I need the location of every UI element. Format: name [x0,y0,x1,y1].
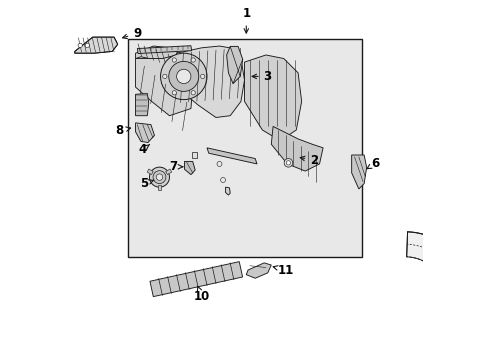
Circle shape [217,161,222,166]
Polygon shape [225,187,230,195]
Text: 10: 10 [193,286,209,303]
Text: 5: 5 [140,177,154,190]
Circle shape [284,158,292,167]
Polygon shape [135,94,148,116]
Circle shape [176,69,190,84]
Circle shape [163,74,166,78]
Bar [157,185,161,190]
Circle shape [160,53,206,100]
Polygon shape [135,123,154,143]
Circle shape [220,177,225,183]
Polygon shape [150,262,242,297]
Bar [191,152,197,158]
Polygon shape [135,55,194,116]
Polygon shape [137,46,191,54]
Circle shape [149,167,169,187]
Text: 1: 1 [242,8,250,33]
Bar [165,169,171,175]
Text: 8: 8 [115,124,130,137]
Circle shape [285,161,290,165]
Circle shape [191,91,195,95]
Text: 9: 9 [122,27,141,40]
Polygon shape [176,46,244,117]
Circle shape [172,58,176,62]
Text: 4: 4 [138,143,149,156]
Text: 6: 6 [366,157,378,170]
Bar [128,39,362,257]
Polygon shape [351,155,366,189]
Polygon shape [226,46,242,84]
Circle shape [85,43,89,48]
Polygon shape [184,161,195,175]
Circle shape [191,58,195,62]
Circle shape [437,296,442,301]
Text: 7: 7 [169,160,183,173]
Polygon shape [75,37,118,53]
Polygon shape [246,263,271,278]
Circle shape [172,91,176,95]
Bar [147,169,153,175]
Circle shape [78,43,82,48]
Text: 11: 11 [273,264,293,276]
Text: 2: 2 [300,154,318,167]
Polygon shape [271,126,323,171]
Polygon shape [406,232,470,294]
Text: 3: 3 [252,70,271,83]
Circle shape [156,174,163,180]
Circle shape [168,62,198,91]
Polygon shape [206,148,257,164]
Circle shape [200,74,204,78]
Polygon shape [244,55,301,141]
Polygon shape [135,46,178,60]
Circle shape [153,171,165,184]
